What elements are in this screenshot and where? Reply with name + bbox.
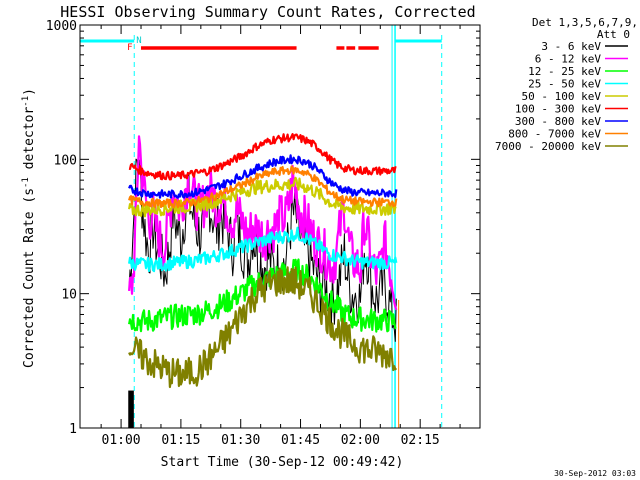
y-axis-label-exponent-2: -1 [21,96,31,107]
flare-flag-marker: F [127,43,132,53]
series-line [128,226,398,273]
legend-header-attenuator: Att 0 [597,28,630,41]
series-low-rate-block [128,390,134,428]
x-axis-label: Start Time (30-Sep-12 00:49:42) [161,455,404,470]
x-tick-label: 02:15 [401,433,440,448]
axes: 01:00 01:15 01:30 01:45 02:00 02:15 1 10 100 1000 [46,19,480,448]
legend-entry-label: 300 - 800 keV [515,115,601,128]
x-tick-label: 01:00 [102,433,141,448]
legend-entry-label: 800 - 7000 keV [508,128,601,141]
series-layer [128,133,398,428]
y-tick-label: 1 [69,422,77,437]
x-tick-label: 01:30 [221,433,260,448]
legend-entry-label: 50 - 100 keV [522,90,602,103]
series-line [128,266,398,389]
series-line [128,154,398,199]
y-axis-label-exponent-1: -1 [21,177,31,188]
night-flag-marker: N [136,36,141,46]
x-tick-label: 02:00 [341,433,380,448]
y-axis-label: Corrected Count Rate (s-1 detector-1) [21,88,37,368]
legend-entry-label: 3 - 6 keV [541,40,601,53]
timestamp: 30-Sep-2012 03:03 [554,469,636,478]
legend-entry-label: 12 - 25 keV [528,65,601,78]
legend-entry-label: 25 - 50 keV [528,78,601,91]
y-axis-label-detector: detector [22,107,37,178]
series-line [128,133,397,181]
plot-frame [79,24,481,429]
observing-flags: FN [80,25,443,428]
series-line [128,165,398,209]
legend-entry-label: 7000 - 20000 keV [495,140,601,153]
legend-entry-label: 100 - 300 keV [515,103,601,116]
y-tick-label: 10 [61,288,77,303]
x-tick-label: 01:15 [161,433,200,448]
chart-title: HESSI Observing Summary Count Rates, Cor… [60,3,475,21]
y-tick-label: 1000 [46,19,77,34]
y-axis-label-close: ) [22,88,37,96]
y-axis-label-main: Corrected Count Rate (s [22,188,37,368]
series-line [128,135,398,311]
x-tick-label: 01:45 [281,433,320,448]
legend-header-detectors: Det 1,3,5,6,7,9, [532,16,638,29]
y-tick-label: 100 [54,153,77,168]
legend-entry-label: 6 - 12 keV [535,53,602,66]
